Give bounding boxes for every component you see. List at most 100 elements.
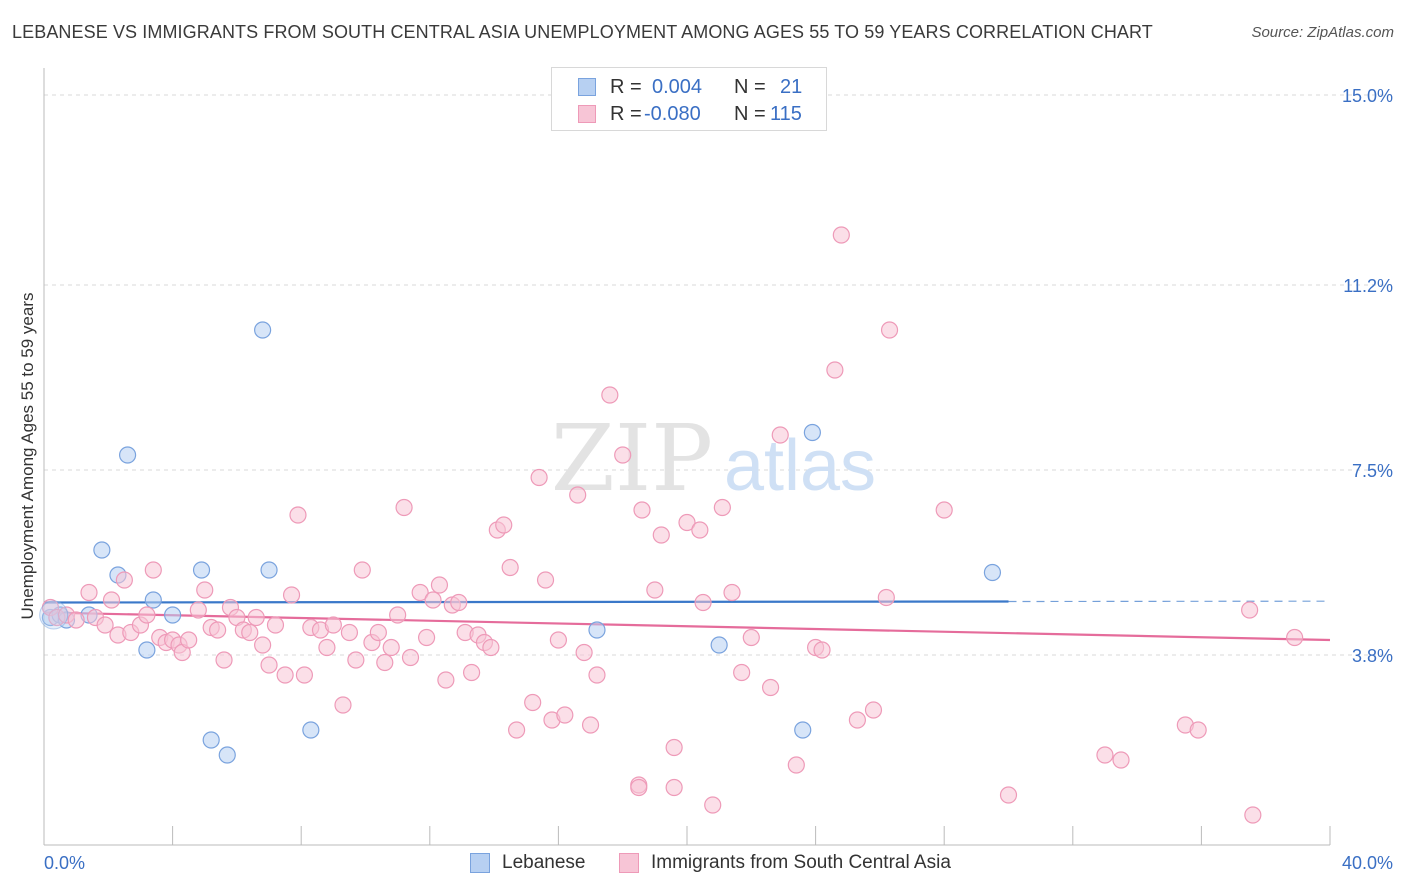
data-point-immigrants xyxy=(665,778,683,797)
data-point-immigrants xyxy=(318,638,336,657)
data-point-lebanese xyxy=(254,321,272,339)
data-point-immigrants xyxy=(588,666,606,684)
data-point-immigrants xyxy=(395,498,413,517)
data-point-immigrants xyxy=(482,638,500,657)
data-point-immigrants xyxy=(536,571,555,589)
data-point-immigrants xyxy=(289,506,307,524)
data-point-immigrants xyxy=(501,558,519,577)
data-point-immigrants xyxy=(826,361,844,379)
data-point-immigrants xyxy=(508,721,526,739)
data-point-lebanese xyxy=(202,731,220,749)
data-point-immigrants xyxy=(652,526,670,544)
data-point-immigrants xyxy=(241,623,259,642)
data-point-immigrants xyxy=(771,426,789,444)
data-point-immigrants xyxy=(96,616,114,634)
data-point-immigrants xyxy=(524,693,542,712)
data-point-immigrants xyxy=(733,663,751,682)
legend-r-value: 0.004 xyxy=(652,76,703,98)
data-point-lebanese xyxy=(983,563,1002,582)
data-point-immigrants xyxy=(324,616,342,634)
correlation-legend: R = 0.004 N = 21 R = -0.080 N = 115 xyxy=(551,67,827,131)
data-point-immigrants xyxy=(353,561,371,579)
data-point-immigrants xyxy=(138,606,156,624)
x-tick-label: 40.0% xyxy=(1342,853,1393,873)
data-point-immigrants xyxy=(601,386,619,404)
legend-n-label: N = xyxy=(734,103,766,125)
data-point-immigrants xyxy=(549,631,568,649)
data-point-lebanese xyxy=(302,721,320,739)
data-point-lebanese xyxy=(192,561,211,579)
bottom-legend-label: Lebanese xyxy=(502,852,586,873)
data-point-immigrants xyxy=(180,631,198,649)
data-point-immigrants xyxy=(401,648,420,667)
data-point-immigrants xyxy=(417,628,436,647)
data-point-immigrants xyxy=(832,226,850,244)
legend-row-immigrants: R = -0.080 N = 115 xyxy=(552,103,826,129)
data-point-lebanese xyxy=(118,446,137,464)
data-point-immigrants xyxy=(1189,721,1207,739)
data-point-immigrants xyxy=(382,638,400,657)
data-point-immigrants xyxy=(266,616,285,634)
y-tick-label: 7.5% xyxy=(1352,461,1393,481)
data-point-lebanese xyxy=(794,721,812,739)
data-point-immigrants xyxy=(376,653,394,672)
data-point-immigrants xyxy=(389,606,407,624)
data-point-immigrants xyxy=(935,501,953,519)
data-point-immigrants xyxy=(713,498,731,517)
y-tick-label: 11.2% xyxy=(1343,276,1393,296)
data-point-immigrants xyxy=(196,581,214,599)
data-point-immigrants xyxy=(1244,806,1262,824)
data-point-immigrants xyxy=(369,623,387,642)
data-point-immigrants xyxy=(723,583,741,602)
data-point-immigrants xyxy=(704,796,722,814)
bottom-legend-swatch-pink xyxy=(619,853,639,873)
data-point-lebanese xyxy=(588,621,606,639)
data-point-immigrants xyxy=(787,756,805,774)
x-tick-label: 0.0% xyxy=(44,853,85,873)
y-tick-label: 15.0% xyxy=(1342,86,1393,106)
data-point-immigrants xyxy=(694,593,712,612)
data-point-immigrants xyxy=(424,591,442,609)
data-point-immigrants xyxy=(646,581,664,599)
source-credit: Source: ZipAtlas.com xyxy=(1251,24,1394,41)
data-point-immigrants xyxy=(864,701,883,719)
trend-line-lebanese xyxy=(43,600,1009,604)
data-point-immigrants xyxy=(1241,601,1259,619)
data-point-immigrants xyxy=(189,601,207,619)
watermark: ZIP atlas xyxy=(551,405,876,512)
data-point-immigrants xyxy=(80,583,98,602)
legend-n-value: 21 xyxy=(780,76,803,98)
legend-swatch-blue xyxy=(578,78,596,96)
data-point-lebanese xyxy=(710,636,728,654)
tick-labels: 3.8% 7.5% 11.2% 15.0% 0.0% 40.0% xyxy=(44,86,1393,873)
data-point-immigrants xyxy=(1112,751,1130,769)
data-point-immigrants xyxy=(67,611,85,629)
data-point-immigrants xyxy=(430,576,449,594)
data-point-immigrants xyxy=(877,588,895,607)
chart-title: LEBANESE VS IMMIGRANTS FROM SOUTH CENTRA… xyxy=(12,22,1153,42)
data-point-immigrants xyxy=(691,521,709,539)
data-point-immigrants xyxy=(282,586,301,604)
data-point-immigrants xyxy=(347,651,365,669)
data-point-immigrants xyxy=(665,738,683,757)
data-point-immigrants xyxy=(495,516,513,534)
legend-r-label: R = xyxy=(610,76,642,98)
data-point-immigrants xyxy=(556,706,574,724)
data-point-immigrants xyxy=(530,468,548,487)
data-point-immigrants xyxy=(450,593,468,612)
bottom-legend-swatch-blue xyxy=(470,853,490,873)
data-point-immigrants xyxy=(678,513,696,532)
watermark-atlas: atlas xyxy=(724,426,876,506)
legend-r-value: -0.080 xyxy=(644,103,701,125)
data-point-immigrants xyxy=(848,711,866,729)
data-point-immigrants xyxy=(1096,746,1114,764)
data-point-immigrants xyxy=(247,608,265,627)
data-point-immigrants xyxy=(254,636,272,654)
legend-r-label: R = xyxy=(610,103,642,125)
data-point-lebanese xyxy=(93,541,111,559)
legend-row-lebanese: R = 0.004 N = 21 xyxy=(552,76,826,102)
data-point-immigrants xyxy=(742,628,760,647)
data-point-immigrants xyxy=(1286,628,1304,647)
data-point-immigrants xyxy=(144,561,162,579)
